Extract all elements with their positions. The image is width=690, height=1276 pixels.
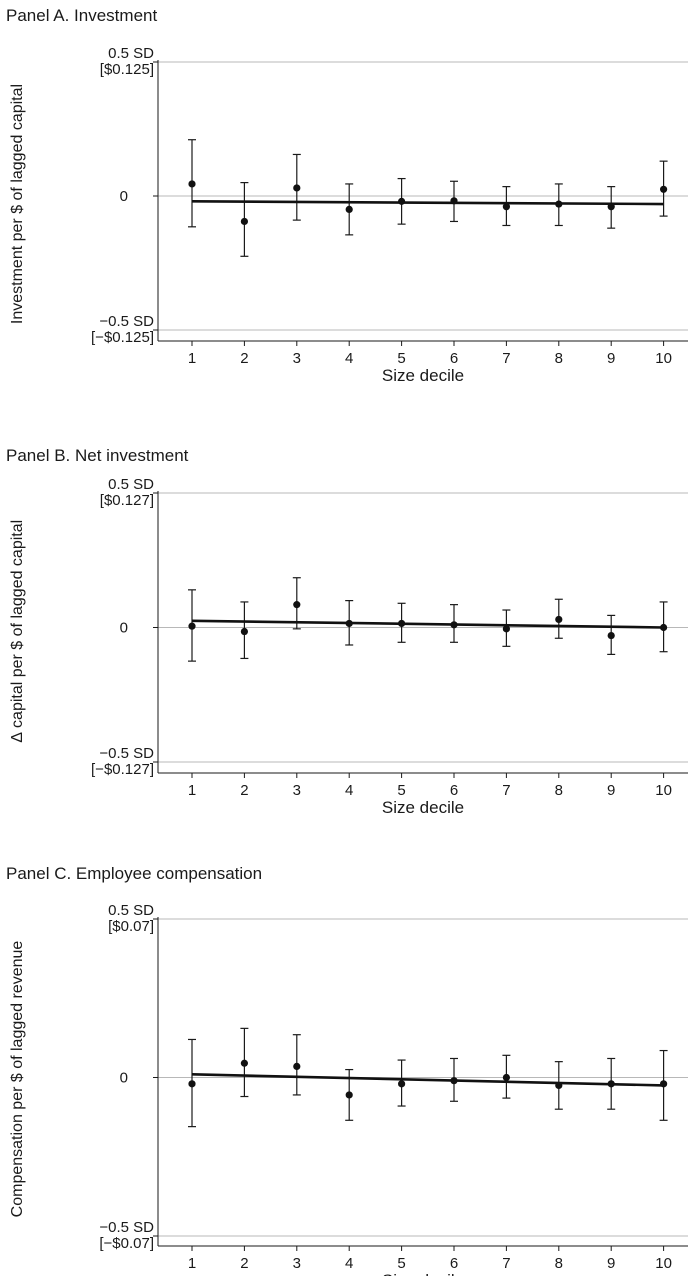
- data-point: [188, 180, 196, 188]
- y-axis-label: Investment per $ of lagged capital: [9, 84, 26, 324]
- data-point: [450, 621, 458, 629]
- x-tick-label: 2: [240, 1255, 248, 1272]
- data-point: [240, 1059, 248, 1067]
- x-axis-label: Size decile: [382, 798, 464, 817]
- x-tick-label: 7: [502, 782, 510, 799]
- y-tick-label: −0.5 SD: [99, 1219, 154, 1236]
- x-tick-label: 9: [607, 1255, 615, 1272]
- x-tick-label: 5: [397, 782, 405, 799]
- y-tick-label: −0.5 SD: [99, 745, 154, 762]
- data-point: [345, 1091, 353, 1099]
- panel-b-chart: 0.5 SD[$0.127] 0 −0.5 SD[−$0.127] 1 2 3 4 5 6 7 8 9…: [9, 476, 688, 817]
- x-tick-label: 1: [188, 1255, 196, 1272]
- y-axis-label: ∆ capital per $ of lagged capital: [9, 520, 26, 742]
- x-tick-label: 7: [502, 1255, 510, 1272]
- x-axis-label: Size decile: [382, 1271, 464, 1276]
- x-tick-label: 5: [397, 350, 405, 367]
- x-tick-label: 4: [345, 350, 353, 367]
- x-tick-label: 1: [188, 782, 196, 799]
- x-tick-label: 8: [555, 1255, 563, 1272]
- data-point: [660, 185, 668, 193]
- data-point: [660, 623, 668, 632]
- data-point: [240, 217, 248, 226]
- data-point: [293, 1062, 301, 1071]
- data-point: [502, 203, 510, 211]
- x-tick-label: 10: [655, 1255, 672, 1272]
- y-tick-sublabel: [−$0.07]: [99, 1235, 154, 1252]
- data-point: [555, 200, 563, 208]
- data-point: [398, 197, 406, 205]
- data-point: [188, 622, 196, 630]
- fit-line: [191, 619, 664, 629]
- data-point: [660, 1080, 668, 1088]
- x-tick-label: 3: [293, 1255, 301, 1272]
- x-tick-label: 3: [293, 782, 301, 799]
- x-tick-label: 1: [188, 350, 196, 367]
- x-tick-label: 2: [240, 350, 248, 367]
- data-point: [607, 203, 615, 211]
- y-axis-label: Compensation per $ of lagged revenue: [9, 941, 26, 1218]
- data-point: [398, 1080, 406, 1088]
- y-tick-sublabel: [−$0.127]: [91, 761, 154, 778]
- y-tick-label: 0.5 SD: [108, 902, 154, 919]
- y-tick-label: 0: [120, 188, 128, 205]
- y-tick-label: 0.5 SD: [108, 476, 154, 493]
- x-tick-label: 5: [397, 1255, 405, 1272]
- x-tick-label: 6: [450, 350, 458, 367]
- data-point: [398, 619, 406, 628]
- data-point: [450, 197, 458, 205]
- data-point: [502, 625, 510, 633]
- y-tick-label: −0.5 SD: [99, 313, 154, 330]
- data-point: [555, 1081, 563, 1090]
- data-point: [450, 1077, 458, 1085]
- y-tick-label: 0.5 SD: [108, 45, 154, 62]
- x-tick-label: 10: [655, 782, 672, 799]
- data-point: [607, 631, 615, 640]
- x-tick-label: 6: [450, 1255, 458, 1272]
- x-tick-label: 10: [655, 350, 672, 367]
- y-tick-label: 0: [120, 1070, 128, 1087]
- data-point: [240, 627, 248, 636]
- panel-c-chart: 0.5 SD[$0.07] 0 −0.5 SD[−$0.07] 1 2 3 4 5 6 7 8 9 10…: [9, 902, 688, 1276]
- data-point: [502, 1073, 510, 1082]
- x-axis-label: Size decile: [382, 366, 464, 385]
- x-tick-label: 8: [555, 350, 563, 367]
- data-point: [555, 615, 563, 624]
- data-point: [293, 184, 301, 192]
- x-tick-label: 6: [450, 782, 458, 799]
- panel-title: Panel B. Net investment: [6, 446, 189, 465]
- data-point: [293, 601, 301, 609]
- x-tick-label: 3: [293, 350, 301, 367]
- y-tick-sublabel: [$0.07]: [108, 918, 154, 935]
- data-point: [607, 1080, 615, 1088]
- x-tick-label: 2: [240, 782, 248, 799]
- data-point: [188, 1080, 196, 1088]
- panel-title: Panel C. Employee compensation: [6, 864, 263, 883]
- panel-a-chart: 0.5 SD[$0.125] 0 −0.5 SD[−$0.125] 1 2 3 4 5 6 7 8 9…: [9, 45, 688, 385]
- data-point: [345, 619, 353, 628]
- y-tick-sublabel: [$0.125]: [100, 61, 154, 78]
- y-tick-label: 0: [120, 620, 128, 637]
- x-tick-label: 9: [607, 782, 615, 799]
- x-tick-label: 7: [502, 350, 510, 367]
- fit-line: [191, 200, 664, 206]
- fit-line: [191, 1073, 664, 1087]
- x-tick-label: 4: [345, 1255, 353, 1272]
- x-tick-label: 9: [607, 350, 615, 367]
- y-tick-sublabel: [−$0.125]: [91, 329, 154, 346]
- x-tick-label: 4: [345, 782, 353, 799]
- y-tick-sublabel: [$0.127]: [100, 492, 154, 509]
- panel-title: Panel A. Investment: [6, 6, 158, 25]
- x-tick-label: 8: [555, 782, 563, 799]
- data-point: [345, 205, 353, 213]
